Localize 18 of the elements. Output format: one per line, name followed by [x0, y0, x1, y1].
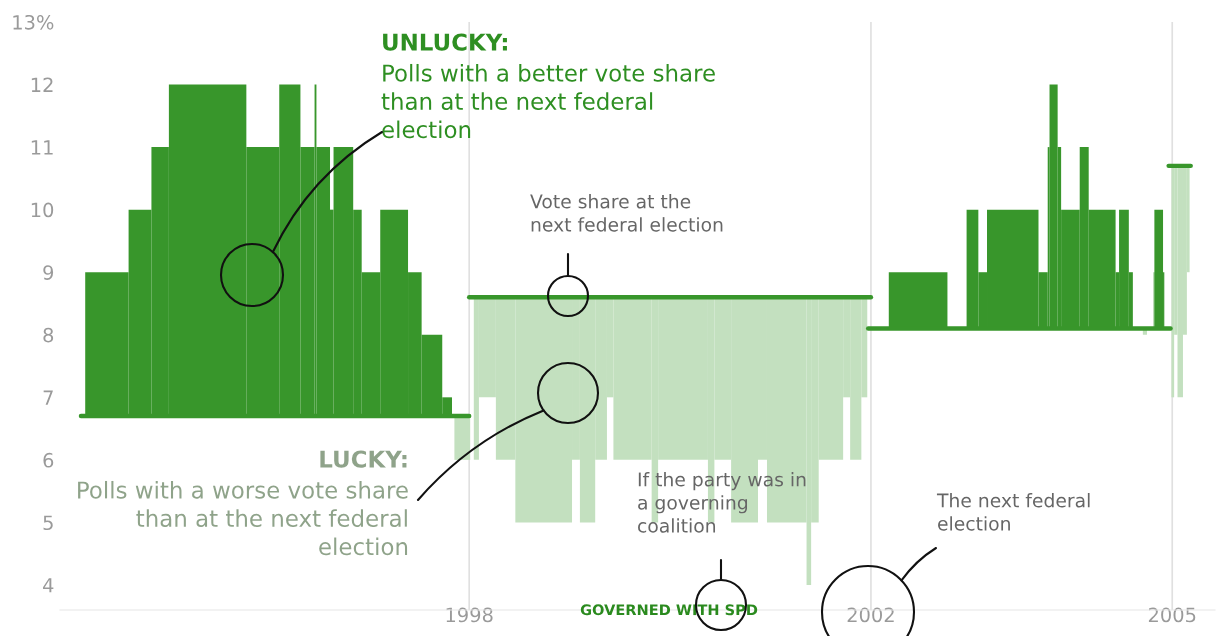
- annotation: UNLUCKY: Polls with a better vote share than at the next federal election: [381, 33, 715, 139]
- y-tick-label: 8: [43, 327, 54, 343]
- x-tick-label: 2002: [847, 607, 894, 623]
- y-tick-label: 10: [31, 202, 54, 218]
- annotation: If the party was in a governing coalition: [638, 472, 806, 533]
- annotation: LUCKY: Polls with a worse vote share than at the next federal election: [78, 450, 408, 556]
- y-tick-label: 9: [43, 265, 54, 280]
- y-tick-label: 13%: [13, 14, 54, 30]
- y-tick-label: 11: [31, 140, 53, 155]
- annotation: Vote share at the next federal election: [530, 194, 723, 232]
- y-tick-label: 5: [43, 515, 53, 531]
- y-tick-label: 4: [43, 578, 54, 593]
- x-tick-label: 1998: [446, 607, 493, 623]
- annotation: The next federal election: [936, 493, 1090, 531]
- x-tick-label: 2005: [1148, 607, 1196, 623]
- y-tick-label: 12: [31, 77, 53, 92]
- y-tick-label: 7: [43, 390, 53, 405]
- y-tick-label: 6: [43, 452, 54, 468]
